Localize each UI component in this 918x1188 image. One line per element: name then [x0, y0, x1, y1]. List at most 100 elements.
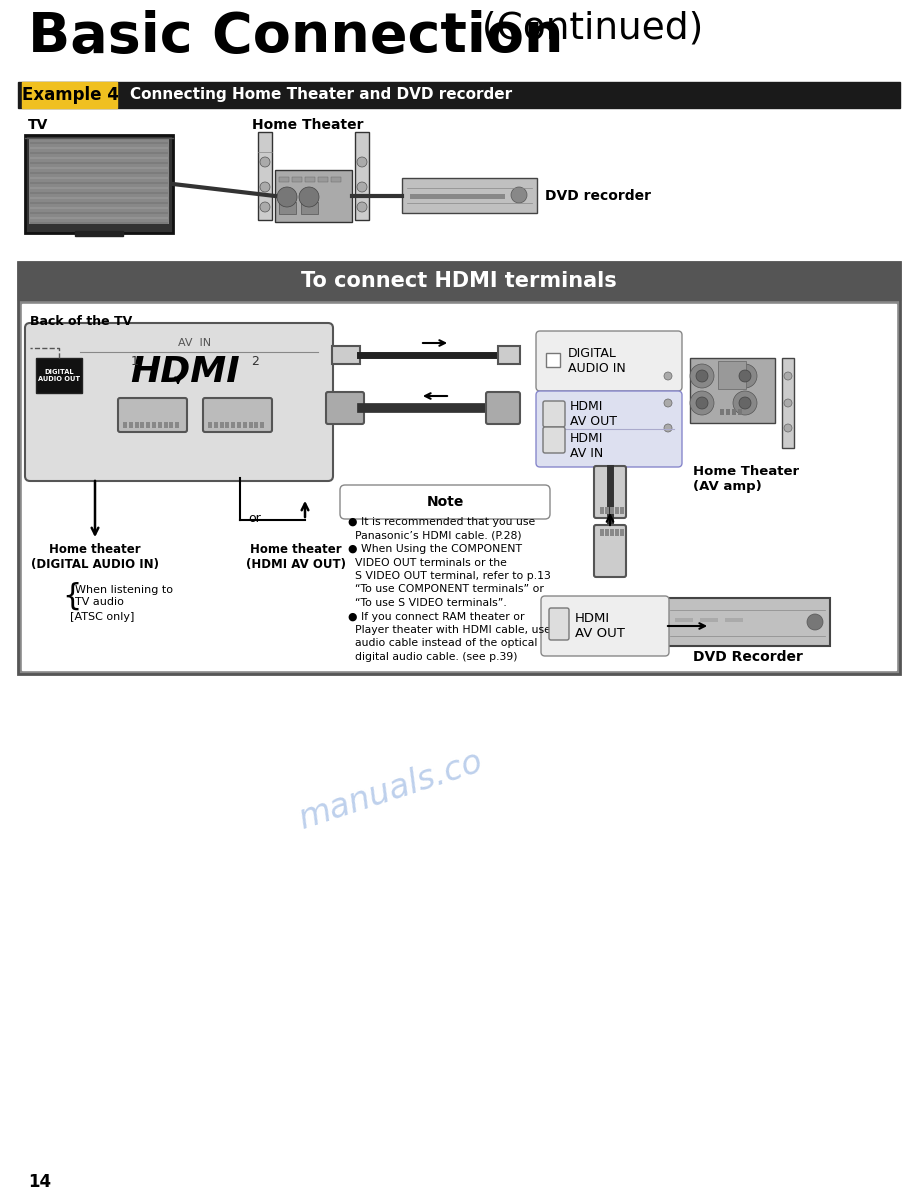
Bar: [600, 529, 604, 536]
FancyBboxPatch shape: [326, 392, 364, 424]
FancyBboxPatch shape: [536, 391, 682, 467]
Bar: [175, 422, 179, 428]
Text: DIGITAL
AUDIO OUT: DIGITAL AUDIO OUT: [38, 369, 80, 383]
Text: “To use COMPONENT terminals” or: “To use COMPONENT terminals” or: [348, 584, 543, 594]
Bar: [163, 422, 168, 428]
Bar: [18, 263, 900, 674]
Circle shape: [357, 202, 367, 211]
Bar: [226, 422, 230, 428]
FancyBboxPatch shape: [536, 331, 682, 391]
Bar: [30, 202, 168, 204]
Bar: [738, 409, 742, 415]
Bar: [546, 353, 560, 367]
Bar: [700, 618, 718, 623]
FancyBboxPatch shape: [203, 398, 272, 432]
Bar: [260, 422, 264, 428]
Bar: [30, 143, 168, 144]
Circle shape: [784, 424, 792, 432]
Bar: [690, 358, 775, 423]
Bar: [22, 304, 896, 670]
Text: HDMI
AV OUT: HDMI AV OUT: [570, 400, 617, 428]
Bar: [30, 222, 168, 225]
Circle shape: [696, 397, 708, 409]
FancyBboxPatch shape: [118, 398, 187, 432]
Bar: [30, 197, 168, 200]
FancyBboxPatch shape: [549, 608, 569, 640]
Bar: [22, 82, 117, 108]
Bar: [30, 172, 168, 173]
Bar: [129, 422, 133, 428]
Text: Panasonic’s HDMI cable. (P.28): Panasonic’s HDMI cable. (P.28): [348, 531, 521, 541]
Circle shape: [664, 372, 672, 380]
Bar: [18, 82, 900, 108]
Bar: [301, 202, 318, 214]
Text: Basic Connection: Basic Connection: [28, 10, 564, 64]
Text: 14: 14: [28, 1173, 51, 1188]
Bar: [30, 177, 168, 179]
Circle shape: [664, 424, 672, 432]
Bar: [231, 422, 235, 428]
Circle shape: [733, 391, 757, 415]
Circle shape: [690, 391, 714, 415]
Bar: [662, 358, 674, 448]
Bar: [318, 177, 328, 182]
Bar: [615, 507, 619, 514]
Bar: [36, 358, 82, 393]
Bar: [135, 422, 139, 428]
Bar: [675, 618, 693, 623]
Text: TV: TV: [28, 118, 49, 132]
Bar: [292, 177, 302, 182]
Circle shape: [260, 182, 270, 192]
Bar: [30, 192, 168, 194]
Text: manuals.co: manuals.co: [295, 745, 487, 835]
FancyBboxPatch shape: [594, 525, 626, 577]
Text: Back of the TV: Back of the TV: [30, 315, 132, 328]
Circle shape: [784, 399, 792, 407]
Bar: [30, 187, 168, 189]
Text: DIGITAL
AUDIO IN: DIGITAL AUDIO IN: [568, 347, 626, 375]
FancyBboxPatch shape: [543, 426, 565, 453]
Text: 1: 1: [131, 355, 139, 368]
FancyBboxPatch shape: [541, 596, 669, 656]
Text: AV  IN: AV IN: [178, 339, 211, 348]
Circle shape: [260, 202, 270, 211]
Text: ● When Using the COMPONENT: ● When Using the COMPONENT: [348, 544, 522, 554]
Bar: [30, 168, 168, 169]
Text: To connect HDMI terminals: To connect HDMI terminals: [301, 271, 617, 291]
Bar: [605, 507, 609, 514]
Bar: [214, 422, 218, 428]
Bar: [600, 507, 604, 514]
Bar: [30, 182, 168, 184]
Bar: [140, 422, 144, 428]
FancyBboxPatch shape: [25, 323, 333, 481]
Bar: [610, 529, 614, 536]
Text: Home theater
(HDMI AV OUT): Home theater (HDMI AV OUT): [246, 543, 346, 571]
Bar: [249, 422, 252, 428]
Bar: [237, 422, 241, 428]
Text: DVD recorder: DVD recorder: [545, 189, 651, 203]
FancyBboxPatch shape: [543, 402, 565, 426]
Circle shape: [733, 364, 757, 388]
Bar: [152, 422, 156, 428]
Circle shape: [260, 157, 270, 168]
Circle shape: [739, 397, 751, 409]
Text: 2: 2: [251, 355, 259, 368]
Bar: [146, 422, 151, 428]
Bar: [782, 358, 794, 448]
FancyBboxPatch shape: [486, 392, 520, 424]
Bar: [30, 211, 168, 214]
Bar: [718, 361, 746, 388]
Circle shape: [511, 187, 527, 203]
Circle shape: [690, 364, 714, 388]
Bar: [605, 529, 609, 536]
Text: Home Theater: Home Theater: [252, 118, 364, 132]
Circle shape: [807, 614, 823, 630]
Bar: [615, 529, 619, 536]
Bar: [170, 422, 174, 428]
Bar: [725, 618, 743, 623]
Bar: [410, 194, 505, 200]
Bar: [498, 346, 520, 364]
Text: {: {: [62, 582, 82, 611]
Bar: [25, 135, 173, 233]
Bar: [30, 162, 168, 164]
